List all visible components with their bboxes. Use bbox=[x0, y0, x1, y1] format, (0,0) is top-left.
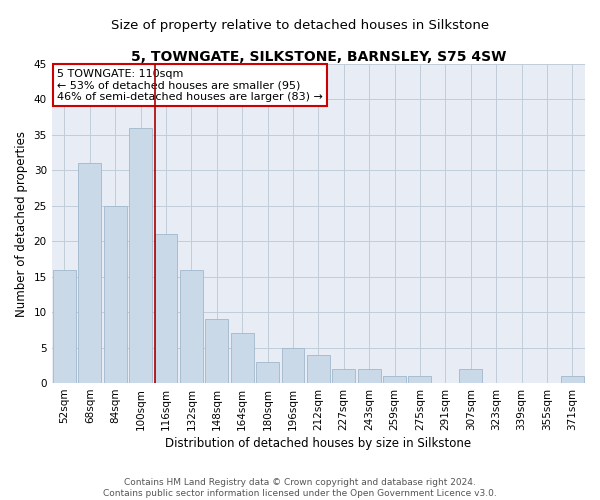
Bar bbox=[409, 376, 431, 383]
Bar bbox=[281, 348, 304, 383]
Bar bbox=[180, 270, 203, 383]
Bar bbox=[129, 128, 152, 383]
Bar bbox=[79, 164, 101, 383]
Bar bbox=[561, 376, 584, 383]
Bar bbox=[383, 376, 406, 383]
Bar bbox=[332, 369, 355, 383]
Bar bbox=[205, 320, 228, 383]
Bar bbox=[53, 270, 76, 383]
Text: 5 TOWNGATE: 110sqm
← 53% of detached houses are smaller (95)
46% of semi-detache: 5 TOWNGATE: 110sqm ← 53% of detached hou… bbox=[57, 69, 323, 102]
Text: Contains HM Land Registry data © Crown copyright and database right 2024.
Contai: Contains HM Land Registry data © Crown c… bbox=[103, 478, 497, 498]
Bar bbox=[358, 369, 380, 383]
Bar bbox=[104, 206, 127, 383]
Bar bbox=[459, 369, 482, 383]
Bar bbox=[155, 234, 178, 383]
X-axis label: Distribution of detached houses by size in Silkstone: Distribution of detached houses by size … bbox=[165, 437, 472, 450]
Title: 5, TOWNGATE, SILKSTONE, BARNSLEY, S75 4SW: 5, TOWNGATE, SILKSTONE, BARNSLEY, S75 4S… bbox=[131, 50, 506, 64]
Bar bbox=[307, 354, 330, 383]
Y-axis label: Number of detached properties: Number of detached properties bbox=[15, 130, 28, 316]
Bar bbox=[256, 362, 279, 383]
Text: Size of property relative to detached houses in Silkstone: Size of property relative to detached ho… bbox=[111, 20, 489, 32]
Bar bbox=[231, 334, 254, 383]
